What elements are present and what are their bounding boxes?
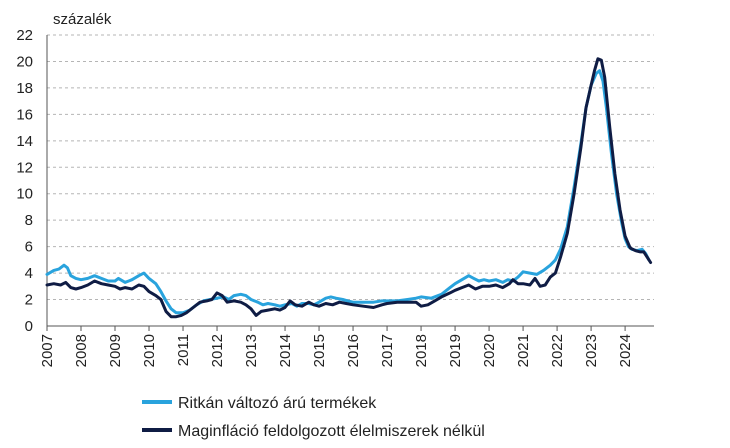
y-tick-label: 22 <box>16 27 33 44</box>
x-tick-label: 2010 <box>141 334 158 367</box>
x-tick-label: 2009 <box>107 334 124 367</box>
y-tick-label: 16 <box>16 106 33 123</box>
y-tick-label: 2 <box>25 292 33 309</box>
y-tick-labels: 0 2 4 6 8 10 12 14 16 18 20 22 <box>16 27 33 335</box>
legend: Ritkán változó árú termékek Maginfláció f… <box>142 395 485 440</box>
series-lines <box>45 57 653 319</box>
x-tick-label: 2021 <box>515 334 532 367</box>
x-tick-label: 2024 <box>617 334 634 367</box>
legend-label: Maginfláció feldolgozott élelmiszerek né… <box>178 423 485 440</box>
x-tick-label: 2007 <box>39 334 56 367</box>
y-tick-label: 20 <box>16 53 33 70</box>
legend-label: Ritkán változó árú termékek <box>178 395 377 412</box>
y-axis-label: százalék <box>53 11 112 28</box>
series-line-1 <box>45 69 651 315</box>
y-tick-label: 0 <box>25 318 33 335</box>
y-tick-label: 8 <box>25 212 33 229</box>
x-tick-labels: 2007 2008 2009 2010 2011 2012 2013 2014 2015 2016… <box>39 326 634 367</box>
y-tick-label: 6 <box>25 239 33 256</box>
grid-lines <box>47 34 654 301</box>
x-tick-label: 2018 <box>413 334 430 367</box>
x-tick-label: 2023 <box>583 334 600 367</box>
y-tick-label: 12 <box>16 159 33 176</box>
x-tick-label: 2019 <box>447 334 464 367</box>
x-tick-label: 2017 <box>379 334 396 367</box>
series-line-2 <box>45 57 653 319</box>
x-tick-label: 2008 <box>73 334 90 367</box>
y-tick-label: 10 <box>16 186 33 203</box>
x-tick-label: 2016 <box>345 334 362 367</box>
y-tick-label: 4 <box>25 265 33 282</box>
x-tick-label: 2020 <box>481 334 498 367</box>
x-tick-label: 2014 <box>277 334 294 367</box>
x-tick-label: 2012 <box>209 334 226 367</box>
x-tick-label: 2015 <box>311 334 328 367</box>
x-tick-label: 2013 <box>243 334 260 367</box>
x-tick-label: 2022 <box>549 334 566 367</box>
y-tick-label: 14 <box>16 133 33 150</box>
x-tick-label: 2011 <box>175 334 192 366</box>
y-tick-label: 18 <box>16 80 33 97</box>
axes: százalék <box>46 11 654 327</box>
